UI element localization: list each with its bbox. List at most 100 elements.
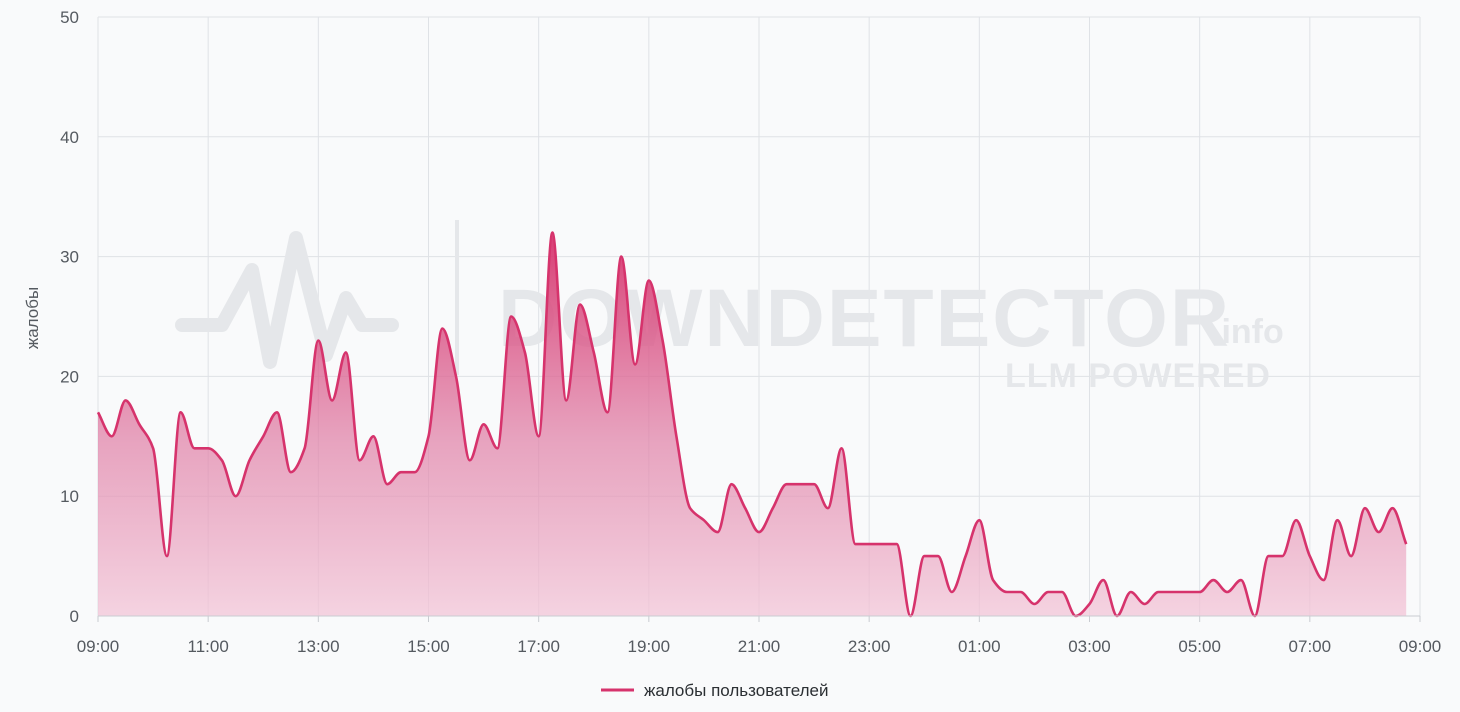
data-point[interactable] bbox=[1375, 528, 1383, 536]
data-point[interactable] bbox=[838, 444, 846, 452]
data-point[interactable] bbox=[356, 456, 364, 464]
data-point[interactable] bbox=[672, 432, 680, 440]
data-point[interactable] bbox=[369, 432, 377, 440]
data-point[interactable] bbox=[149, 444, 157, 452]
data-point[interactable] bbox=[810, 480, 818, 488]
data-point[interactable] bbox=[824, 504, 832, 512]
x-tick-label: 09:00 bbox=[1399, 637, 1442, 656]
data-point[interactable] bbox=[576, 301, 584, 309]
data-point[interactable] bbox=[948, 588, 956, 596]
grid bbox=[97, 16, 1421, 617]
data-point[interactable] bbox=[246, 456, 254, 464]
data-point[interactable] bbox=[1182, 588, 1190, 596]
data-point[interactable] bbox=[700, 516, 708, 524]
data-point[interactable] bbox=[1306, 552, 1314, 560]
data-point[interactable] bbox=[232, 492, 240, 500]
data-point[interactable] bbox=[1154, 588, 1162, 596]
data-point[interactable] bbox=[1017, 588, 1025, 596]
data-point[interactable] bbox=[397, 468, 405, 476]
data-point[interactable] bbox=[604, 408, 612, 416]
data-point[interactable] bbox=[438, 325, 446, 333]
data-point[interactable] bbox=[920, 552, 928, 560]
data-point[interactable] bbox=[425, 432, 433, 440]
data-point[interactable] bbox=[383, 480, 391, 488]
data-point[interactable] bbox=[769, 504, 777, 512]
data-point[interactable] bbox=[480, 420, 488, 428]
data-point[interactable] bbox=[1223, 588, 1231, 596]
data-point[interactable] bbox=[466, 456, 474, 464]
data-point[interactable] bbox=[452, 372, 460, 380]
data-point[interactable] bbox=[301, 444, 309, 452]
data-point[interactable] bbox=[741, 504, 749, 512]
data-point[interactable] bbox=[1389, 504, 1397, 512]
data-point[interactable] bbox=[851, 540, 859, 548]
data-point[interactable] bbox=[328, 396, 336, 404]
data-point[interactable] bbox=[1265, 552, 1273, 560]
data-point[interactable] bbox=[287, 468, 295, 476]
data-point[interactable] bbox=[1347, 552, 1355, 560]
data-point[interactable] bbox=[204, 444, 212, 452]
x-tick-label: 09:00 bbox=[77, 637, 120, 656]
data-point[interactable] bbox=[1292, 516, 1300, 524]
data-point[interactable] bbox=[934, 552, 942, 560]
data-point[interactable] bbox=[1278, 552, 1286, 560]
data-point[interactable] bbox=[1209, 576, 1217, 584]
data-point[interactable] bbox=[273, 408, 281, 416]
data-point[interactable] bbox=[755, 528, 763, 536]
data-point[interactable] bbox=[1030, 600, 1038, 608]
data-point[interactable] bbox=[1237, 576, 1245, 584]
data-point[interactable] bbox=[728, 480, 736, 488]
data-point[interactable] bbox=[1141, 600, 1149, 608]
data-point[interactable] bbox=[342, 348, 350, 356]
data-point[interactable] bbox=[796, 480, 804, 488]
data-point[interactable] bbox=[1333, 516, 1341, 524]
data-point[interactable] bbox=[411, 468, 419, 476]
data-point[interactable] bbox=[645, 277, 653, 285]
data-point[interactable] bbox=[1402, 540, 1410, 548]
data-point[interactable] bbox=[163, 552, 171, 560]
data-point[interactable] bbox=[1086, 600, 1094, 608]
data-point[interactable] bbox=[1320, 576, 1328, 584]
data-point[interactable] bbox=[122, 396, 130, 404]
data-point[interactable] bbox=[659, 337, 667, 345]
data-point[interactable] bbox=[989, 576, 997, 584]
legend[interactable]: жалобы пользователей bbox=[601, 681, 828, 700]
data-point[interactable] bbox=[1127, 588, 1135, 596]
data-point[interactable] bbox=[1003, 588, 1011, 596]
data-point[interactable] bbox=[783, 480, 791, 488]
data-point[interactable] bbox=[879, 540, 887, 548]
data-point[interactable] bbox=[94, 408, 102, 416]
data-point[interactable] bbox=[521, 348, 529, 356]
data-point[interactable] bbox=[714, 528, 722, 536]
data-point[interactable] bbox=[893, 540, 901, 548]
data-point[interactable] bbox=[1361, 504, 1369, 512]
data-point[interactable] bbox=[314, 337, 322, 345]
data-point[interactable] bbox=[962, 552, 970, 560]
watermark-sub: LLM POWERED bbox=[1005, 357, 1271, 395]
data-point[interactable] bbox=[507, 313, 515, 321]
data-point[interactable] bbox=[562, 396, 570, 404]
data-point[interactable] bbox=[259, 432, 267, 440]
data-point[interactable] bbox=[108, 432, 116, 440]
data-point[interactable] bbox=[548, 229, 556, 237]
data-point[interactable] bbox=[1058, 588, 1066, 596]
data-point[interactable] bbox=[535, 432, 543, 440]
data-point[interactable] bbox=[135, 420, 143, 428]
data-point[interactable] bbox=[1044, 588, 1052, 596]
data-point[interactable] bbox=[631, 360, 639, 368]
data-point[interactable] bbox=[190, 444, 198, 452]
data-point[interactable] bbox=[1168, 588, 1176, 596]
data-point[interactable] bbox=[177, 408, 185, 416]
data-point[interactable] bbox=[1099, 576, 1107, 584]
data-point[interactable] bbox=[218, 456, 226, 464]
data-point[interactable] bbox=[493, 444, 501, 452]
data-point[interactable] bbox=[865, 540, 873, 548]
x-tick-label: 19:00 bbox=[628, 637, 671, 656]
data-point[interactable] bbox=[617, 253, 625, 261]
data-point[interactable] bbox=[1196, 588, 1204, 596]
data-point[interactable] bbox=[686, 504, 694, 512]
data-point[interactable] bbox=[590, 348, 598, 356]
data-point[interactable] bbox=[975, 516, 983, 524]
